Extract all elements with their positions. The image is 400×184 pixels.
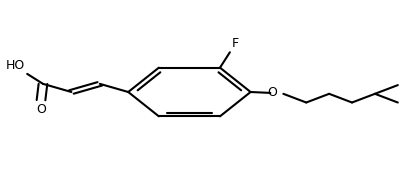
Text: HO: HO — [6, 59, 25, 72]
Text: O: O — [267, 86, 277, 99]
Text: F: F — [232, 38, 239, 50]
Text: O: O — [36, 103, 46, 116]
